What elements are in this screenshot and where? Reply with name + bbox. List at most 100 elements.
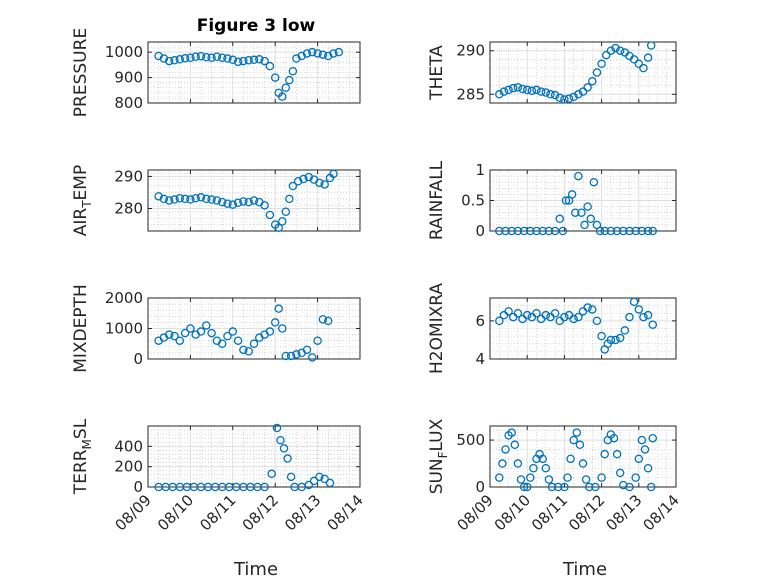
subplot-rainfall: 0 0.5 1 RAINFALL bbox=[427, 160, 677, 240]
data-point bbox=[546, 90, 555, 99]
y-tick-label: 900 bbox=[114, 69, 143, 87]
data-point bbox=[522, 482, 532, 492]
data-point bbox=[606, 46, 616, 55]
data-point bbox=[588, 305, 597, 314]
data-point bbox=[276, 435, 285, 445]
data-point bbox=[564, 94, 574, 103]
data-point bbox=[589, 177, 599, 187]
data-point bbox=[244, 197, 253, 207]
data-point bbox=[196, 51, 206, 61]
data-point bbox=[292, 54, 301, 63]
data-point bbox=[560, 95, 569, 104]
data-point bbox=[643, 53, 653, 62]
data-point bbox=[170, 331, 179, 341]
data-point bbox=[597, 59, 606, 69]
subplot-pressure: 800 900 1000 PRESSURE Figure 3 low bbox=[71, 16, 361, 117]
y-tick-label: 0.5 bbox=[461, 192, 485, 210]
data-point bbox=[648, 433, 658, 443]
data-point bbox=[164, 330, 174, 339]
data-point bbox=[196, 327, 206, 336]
data-point bbox=[186, 324, 195, 333]
data-point bbox=[513, 308, 523, 318]
data-point bbox=[323, 51, 333, 61]
y-tick-label: 290 bbox=[456, 42, 485, 60]
data-point bbox=[217, 53, 227, 63]
data-point bbox=[249, 339, 259, 348]
series-markers bbox=[154, 304, 333, 362]
data-point bbox=[318, 315, 328, 324]
data-point bbox=[244, 347, 253, 356]
data-point bbox=[541, 310, 551, 320]
data-point bbox=[302, 49, 312, 58]
axes-box bbox=[147, 41, 361, 104]
data-point bbox=[323, 316, 333, 326]
data-point bbox=[583, 202, 592, 211]
data-point bbox=[501, 226, 510, 236]
data-point bbox=[538, 454, 547, 464]
y-tick-label: 2000 bbox=[105, 289, 143, 307]
data-point bbox=[304, 480, 314, 490]
data-point bbox=[292, 350, 301, 359]
data-point bbox=[285, 194, 294, 204]
data-point bbox=[283, 454, 292, 463]
data-point bbox=[313, 49, 322, 58]
data-point bbox=[504, 85, 513, 95]
data-point bbox=[516, 475, 526, 484]
data-point bbox=[600, 226, 609, 236]
subplot-h2omixra: 4 6 H2OMIXRA bbox=[427, 283, 677, 374]
data-point bbox=[508, 83, 518, 93]
data-point bbox=[569, 314, 578, 324]
data-point bbox=[180, 54, 190, 63]
data-point bbox=[180, 328, 190, 338]
x-tick-label: 08/11 bbox=[528, 491, 571, 534]
data-point bbox=[175, 336, 185, 345]
data-point bbox=[278, 324, 287, 333]
data-point bbox=[577, 208, 586, 217]
data-point bbox=[574, 312, 583, 322]
data-point bbox=[560, 482, 569, 492]
data-point bbox=[563, 473, 572, 482]
data-point bbox=[615, 46, 625, 55]
data-point bbox=[620, 326, 630, 335]
data-point bbox=[646, 41, 656, 50]
data-point bbox=[233, 57, 243, 67]
y-axis-label: SUNFLUX bbox=[427, 418, 450, 494]
y-tick-label: 280 bbox=[114, 200, 143, 218]
y-tick-label: 6 bbox=[475, 312, 485, 330]
data-point bbox=[619, 226, 628, 236]
data-point bbox=[583, 83, 592, 92]
data-point bbox=[639, 63, 648, 73]
y-tick-label: 1 bbox=[475, 161, 485, 179]
y-tick-label: 290 bbox=[114, 167, 143, 185]
y-tick-label: 0 bbox=[475, 222, 485, 240]
y-tick-label: 285 bbox=[456, 85, 485, 103]
data-point bbox=[281, 207, 291, 216]
data-point bbox=[191, 194, 200, 203]
series-markers bbox=[495, 428, 658, 492]
data-point bbox=[302, 345, 312, 355]
data-point bbox=[643, 226, 653, 236]
data-point bbox=[334, 47, 344, 57]
data-point bbox=[212, 52, 222, 61]
data-point bbox=[164, 196, 174, 205]
x-tick-label: 08/09 bbox=[454, 491, 497, 534]
data-point bbox=[309, 476, 319, 486]
data-point bbox=[541, 463, 551, 473]
data-point bbox=[522, 310, 532, 320]
data-point bbox=[244, 56, 253, 65]
data-point bbox=[578, 87, 588, 96]
series-markers bbox=[495, 297, 658, 354]
data-point bbox=[318, 50, 328, 59]
data-point bbox=[581, 475, 591, 484]
data-point bbox=[170, 56, 179, 65]
data-point bbox=[597, 331, 606, 341]
data-point bbox=[637, 226, 647, 236]
data-point bbox=[583, 303, 592, 312]
data-point bbox=[175, 55, 185, 64]
data-point bbox=[207, 328, 216, 338]
data-point bbox=[279, 444, 289, 453]
data-point bbox=[631, 226, 640, 236]
data-point bbox=[304, 172, 314, 182]
data-point bbox=[228, 55, 238, 65]
